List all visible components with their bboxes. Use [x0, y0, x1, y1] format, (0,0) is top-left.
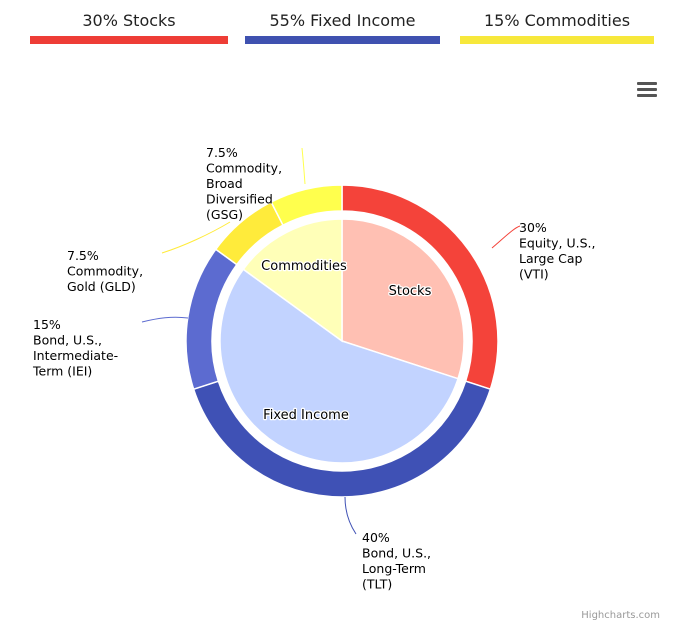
- outer-label-commodity-broad-diversified-gsg: 7.5% Commodity, Broad Diversified (GSG): [206, 145, 282, 222]
- outer-label-line: 7.5%: [67, 248, 99, 263]
- outer-label-line: Large Cap: [519, 251, 583, 266]
- outer-label-line: (TLT): [362, 577, 392, 592]
- tab-commodities[interactable]: 15% Commodities: [460, 10, 654, 46]
- connector-commodity-broad-diversified-gsg: [301, 147, 306, 185]
- inner-slice-stocks: [341, 218, 465, 380]
- tab-commodities-bar: [460, 36, 654, 44]
- tab-stocks-label[interactable]: 30% Stocks: [82, 11, 176, 30]
- tab-stocks[interactable]: 30% Stocks: [30, 10, 228, 46]
- outer-label-line: Term (IEI): [32, 364, 92, 379]
- inner-slice-commodities: [242, 218, 343, 343]
- outer-label-equity-u-s-large-cap-vti: 30% Equity, U.S., Large Cap (VTI): [519, 220, 595, 282]
- outer-label-bond-u-s-intermediate-term-iei: 15% Bond, U.S., Intermediate-Term (IEI): [32, 317, 118, 379]
- tab-fixed-income-bar: [245, 36, 440, 44]
- outer-label-line: Bond, U.S.,: [33, 333, 102, 348]
- outer-label-line: Bond, U.S.,: [362, 546, 431, 561]
- outer-label-commodity-gold-gld: 7.5% Commodity, Gold (GLD): [67, 248, 143, 294]
- outer-label-line: 15%: [33, 317, 61, 332]
- highcharts-credit-link[interactable]: Highcharts.com: [581, 610, 660, 621]
- outer-label-line: 40%: [362, 530, 390, 545]
- inner-label-fixed-income: Fixed Income: [263, 408, 349, 423]
- inner-slice-fixed-income: [219, 268, 459, 464]
- connector-bond-u-s-long-term-tlt: [344, 496, 357, 535]
- outer-slice-commodity-broad-diversified-gsg: [270, 184, 343, 227]
- tab-fixed-income-label[interactable]: 55% Fixed Income: [269, 11, 416, 30]
- connector-commodity-gold-gld: [161, 221, 231, 254]
- outer-label-line: Gold (GLD): [67, 279, 136, 294]
- outer-label-bond-u-s-long-term-tlt: 40% Bond, U.S., Long-Term (TLT): [362, 530, 431, 592]
- tab-fixed-income[interactable]: 55% Fixed Income: [245, 10, 440, 46]
- tab-stocks-bar: [30, 36, 228, 44]
- outer-label-line: 7.5%: [206, 145, 238, 160]
- tab-commodities-label[interactable]: 15% Commodities: [483, 11, 631, 30]
- outer-label-line: (GSG): [206, 207, 243, 222]
- outer-label-line: Intermediate-: [33, 348, 118, 363]
- outer-label-line: Commodity,: [67, 264, 143, 279]
- outer-label-line: 30%: [519, 220, 547, 235]
- outer-label-line: Equity, U.S.,: [519, 236, 595, 251]
- inner-label-commodities: Commodities: [261, 259, 347, 274]
- inner-label-stocks: Stocks: [389, 284, 432, 299]
- connector-bond-u-s-intermediate-term-iei: [141, 316, 189, 323]
- outer-label-line: Broad: [206, 176, 243, 191]
- outer-label-line: (VTI): [519, 267, 549, 282]
- outer-label-line: Diversified: [206, 192, 273, 207]
- menu-line: [637, 94, 657, 97]
- connector-equity-u-s-large-cap-vti: [491, 225, 521, 249]
- outer-label-line: Long-Term: [362, 561, 426, 576]
- menu-line: [637, 88, 657, 91]
- outer-label-line: Commodity,: [206, 161, 282, 176]
- hamburger-menu-icon[interactable]: [634, 78, 660, 100]
- menu-line: [637, 82, 657, 85]
